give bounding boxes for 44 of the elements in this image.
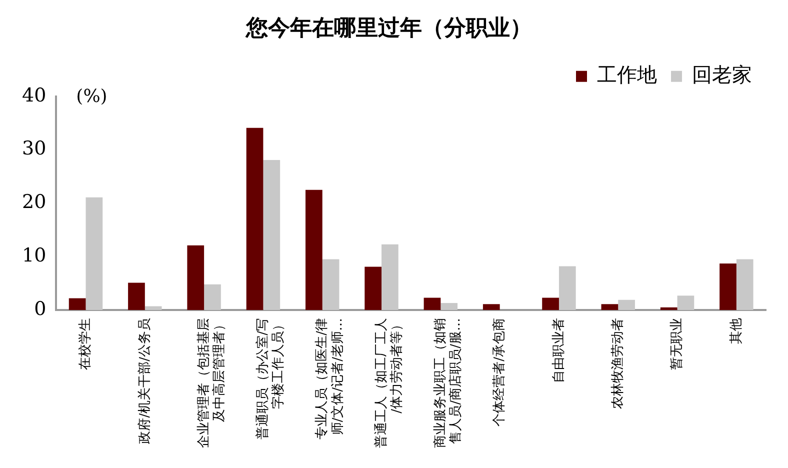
bar <box>736 259 754 310</box>
bar <box>68 298 86 310</box>
x-tick-label: 普通工人（如工厂工人/体力劳动者等） <box>372 318 404 448</box>
chart-title: 您今年在哪里过年（分职业） <box>245 14 532 41</box>
bar <box>187 245 204 310</box>
y-tick-label: 30 <box>22 138 46 160</box>
bar <box>128 282 145 310</box>
legend-label: 回老家 <box>692 62 752 87</box>
x-tick-label: 个体经营者/承包商 <box>492 318 508 426</box>
legend-label: 工作地 <box>597 62 657 87</box>
x-tick-label: 其他 <box>728 318 744 344</box>
x-tick-label: 自由职业者 <box>551 318 566 383</box>
x-tick-label: 暂无职业 <box>670 318 685 370</box>
bar <box>322 259 340 310</box>
y-axis-title: (%) <box>76 86 108 108</box>
y-tick-label: 20 <box>22 191 46 214</box>
x-tick-label: 政府/机关干部/公务员 <box>136 318 152 444</box>
bar <box>204 284 221 310</box>
bar <box>660 307 678 310</box>
x-tick-label: 企业管理者（包括基层及中高层管理者） <box>196 318 228 448</box>
bar <box>720 264 736 310</box>
bar <box>601 304 618 310</box>
y-tick-label: 40 <box>22 84 46 106</box>
bar <box>618 300 635 310</box>
bar <box>482 304 500 310</box>
bar <box>246 128 264 310</box>
bar <box>263 160 280 310</box>
bar <box>382 244 398 310</box>
x-tick-label: 农林牧渔劳动者 <box>610 318 626 409</box>
bar <box>364 266 382 310</box>
bar <box>86 197 103 310</box>
x-tick-label: 商业服务业职工（如销售人员/商店职员/服… <box>433 318 464 448</box>
bar <box>677 296 694 310</box>
y-tick-label: 10 <box>22 244 46 267</box>
bar <box>542 298 559 310</box>
x-tick-label: 在校学生 <box>78 318 94 370</box>
bar <box>558 266 576 310</box>
x-tick-label: 专业人员（如医生/律师/文体/记者/老师… <box>314 318 346 440</box>
bar <box>440 303 458 310</box>
bar <box>424 298 441 310</box>
bar <box>306 190 322 310</box>
bar <box>144 306 162 310</box>
y-tick-label: 0 <box>34 298 46 320</box>
x-tick-label: 普通职员（办公室/写字楼工作人员） <box>254 318 286 440</box>
